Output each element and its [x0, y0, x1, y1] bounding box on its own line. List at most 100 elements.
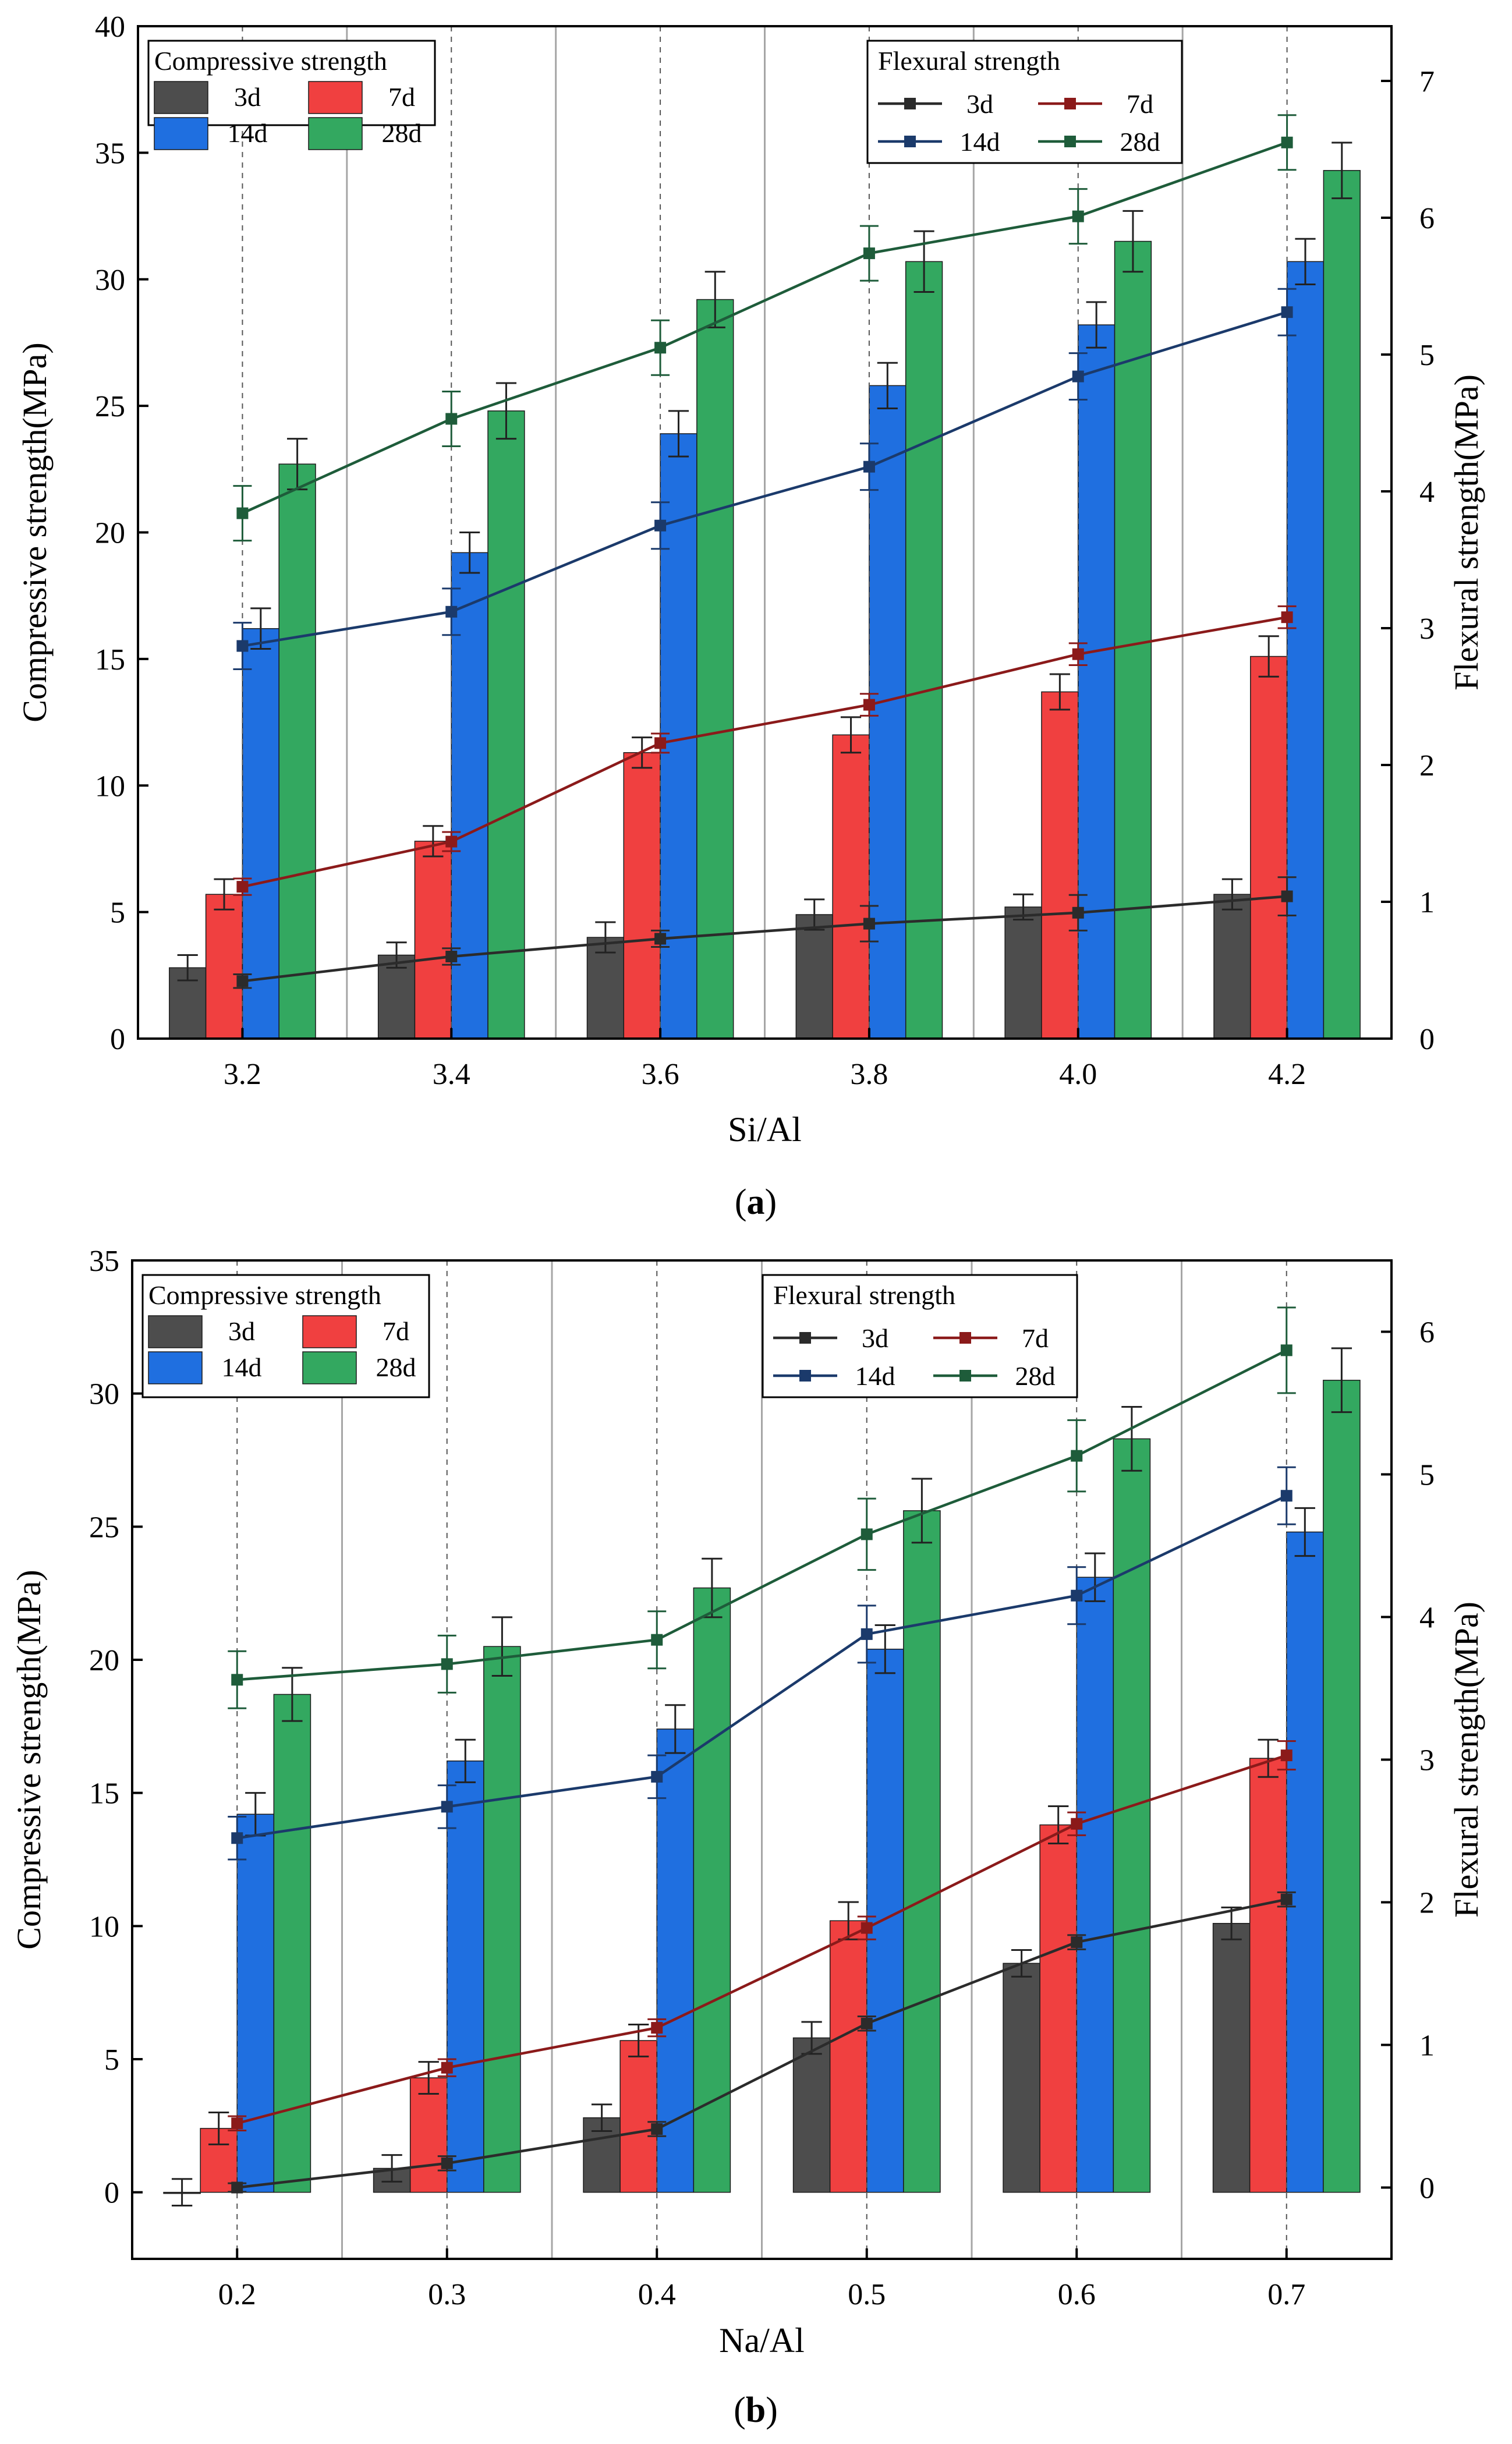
right-tick-label: 5	[1419, 1459, 1435, 1492]
legend-label-28d: 28d	[376, 1352, 416, 1382]
right-tick-label: 7	[1419, 65, 1435, 98]
x-axis-title: Na/Al	[719, 2321, 805, 2360]
series-line-7d	[236, 1754, 1287, 2125]
legend-swatch-7d	[308, 81, 363, 114]
bar-7d-3.2	[205, 894, 243, 1039]
legend-label-14d: 14d	[855, 1361, 895, 1391]
bar-7d-3.6	[623, 752, 661, 1039]
point-7d-0.3	[441, 2062, 453, 2074]
point-7d-0.5	[861, 1922, 873, 1934]
legend-label-3d: 3d	[234, 82, 261, 112]
panel-caption-letter: a	[747, 1182, 765, 1222]
bar-3d-4.2	[1213, 894, 1251, 1039]
x-tick-label: 3.2	[224, 1058, 261, 1091]
left-tick-label: 10	[89, 1910, 119, 1943]
legend-label-7d: 7d	[1127, 89, 1153, 119]
left-tick-label: 15	[89, 1777, 119, 1811]
legend-label-28d: 28d	[1015, 1361, 1056, 1391]
right-tick-label: 3	[1419, 612, 1435, 646]
left-tick-label: 20	[95, 517, 125, 550]
right-tick-label: 4	[1419, 476, 1435, 509]
point-3d-4.2	[1281, 890, 1293, 902]
chart-panel-a: 0 5 10 15 20 25 30 35 40 0 1 2 3 4 5 6 7 3.2 3.4 3.6 3.8 4.0 4…	[16, 10, 1485, 1222]
bar-28d-4.2	[1323, 170, 1361, 1039]
point-28d-0.6	[1071, 1450, 1083, 1462]
series-line-14d	[236, 1494, 1287, 1840]
legend-label-7d: 7d	[383, 1316, 409, 1346]
point-28d-4.0	[1072, 210, 1084, 222]
point-14d-0.5	[861, 1628, 873, 1640]
point-14d-0.3	[441, 1801, 453, 1813]
left-tick-label: 0	[104, 2177, 119, 2210]
bar-7d-3.8	[832, 734, 870, 1039]
left-axis-title: Compressive strength(MPa)	[16, 342, 54, 722]
bar-28d-0.6	[1113, 1438, 1151, 2193]
right-axis-title: Flexural strength(MPa)	[1447, 374, 1485, 690]
series-line-28d	[237, 1349, 1287, 1681]
bar-28d-3.2	[278, 463, 316, 1039]
point-7d-0.4	[651, 2022, 663, 2034]
point-28d-0.3	[441, 1658, 453, 1670]
bar-14d-0.3	[447, 1761, 484, 2193]
panel-caption: (b)	[734, 2390, 778, 2430]
right-axis-title: Flexural strength(MPa)	[1447, 1602, 1485, 1918]
x-tick-label: 0.4	[638, 2278, 676, 2311]
point-7d-3.6	[654, 737, 667, 749]
point-14d-4.2	[1281, 306, 1293, 318]
bar-28d-3.8	[905, 261, 943, 1039]
right-tick-label: 1	[1419, 886, 1435, 919]
bar-7d-0.7	[1249, 1758, 1287, 2193]
point-28d-4.2	[1281, 136, 1293, 148]
x-tick-label: 3.4	[433, 1058, 470, 1091]
legend-label-28d: 28d	[1120, 127, 1160, 157]
series-line-7d	[242, 615, 1287, 888]
point-28d-3.4	[445, 413, 458, 425]
bar-3d-3.8	[795, 914, 833, 1039]
bar-3d-0.5	[792, 2037, 831, 2193]
bar-28d-3.6	[696, 299, 734, 1039]
series-line-3d	[242, 895, 1287, 983]
legend-compressive: Compressive strength 3d 7d 14d 28d	[147, 40, 436, 150]
left-axis-title: Compressive strength(MPa)	[10, 1570, 48, 1949]
point-7d-0.7	[1280, 1749, 1293, 1762]
point-3d-4.0	[1072, 906, 1084, 919]
legend-label-3d: 3d	[966, 89, 993, 119]
legend-swatch-28d	[302, 1351, 357, 1384]
series-line-28d	[242, 141, 1288, 515]
series-line-3d	[236, 1898, 1287, 2189]
point-3d-3.8	[863, 918, 875, 930]
bar-28d-3.4	[487, 410, 525, 1039]
bar-7d-4.0	[1041, 691, 1079, 1039]
left-tick-label: 0	[110, 1023, 125, 1056]
right-tick-label: 0	[1419, 1023, 1435, 1056]
point-7d-4.0	[1072, 648, 1084, 660]
point-28d-3.2	[236, 507, 249, 519]
point-3d-0.2	[231, 2181, 243, 2194]
bar-14d-0.7	[1286, 1531, 1324, 2193]
right-tick-label: 3	[1419, 1744, 1435, 1777]
legend-flexural: Flexural strength 3d 7d 14d 28d	[866, 40, 1183, 164]
legend-swatch-7d	[302, 1315, 357, 1348]
point-7d-0.6	[1071, 1818, 1083, 1830]
bar-28d-0.4	[693, 1587, 731, 2193]
bar-14d-0.6	[1076, 1577, 1114, 2193]
legend-swatch-3d	[148, 1315, 203, 1348]
point-7d-3.4	[445, 835, 458, 848]
point-28d-0.7	[1280, 1344, 1293, 1356]
bar-14d-0.5	[866, 1648, 904, 2193]
point-3d-0.5	[861, 2017, 873, 2029]
point-28d-0.2	[231, 1674, 243, 1686]
legend-swatch-3d	[154, 81, 208, 114]
bar-7d-0.5	[829, 1920, 867, 2193]
x-tick-label: 4.2	[1268, 1058, 1306, 1091]
legend-title: Flexural strength	[773, 1280, 955, 1310]
point-3d-3.6	[654, 933, 667, 945]
right-tick-label: 0	[1419, 2172, 1435, 2205]
left-tick-label: 5	[104, 2043, 119, 2077]
point-7d-0.2	[231, 2117, 243, 2130]
bar-7d-0.6	[1039, 1824, 1077, 2193]
right-tick-label: 6	[1419, 202, 1435, 235]
point-28d-0.5	[861, 1528, 873, 1540]
point-14d-4.0	[1072, 370, 1084, 382]
